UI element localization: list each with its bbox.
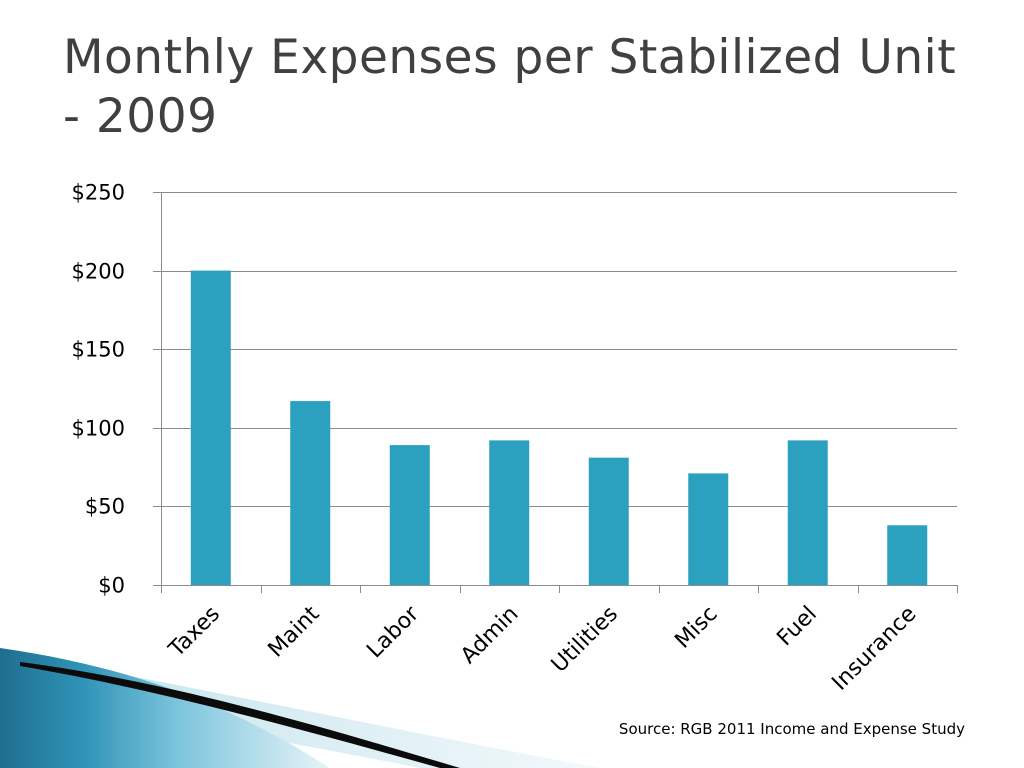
- x-tick-label: Fuel: [772, 602, 822, 652]
- swoosh-dark-stroke: [20, 662, 460, 768]
- bars: [190, 270, 928, 585]
- slide-title: Monthly Expenses per Stabilized Unit - 2…: [63, 30, 957, 144]
- gridlines: [153, 192, 957, 507]
- bar: [887, 525, 928, 585]
- bar: [389, 445, 430, 585]
- y-tick-label: $0: [98, 574, 125, 598]
- y-tick-label: $150: [72, 338, 125, 362]
- bar: [489, 440, 530, 585]
- bar: [190, 270, 231, 585]
- bar: [290, 401, 331, 585]
- x-tick-label: Insurance: [827, 602, 921, 696]
- source-note: Source: RGB 2011 Income and Expense Stud…: [618, 720, 965, 738]
- bar: [688, 473, 729, 585]
- y-tick-label: $250: [72, 181, 125, 205]
- y-tick-label: $100: [72, 417, 125, 441]
- axes: [153, 192, 958, 593]
- bar: [588, 457, 629, 585]
- y-tick-labels: $0 $50 $100 $150 $200 $250: [72, 181, 125, 598]
- bar: [787, 440, 828, 585]
- bar-chart: $0$50$100$150$200$250 Taxes Maint Labor Adm…: [72, 181, 958, 696]
- x-tick-label: Misc: [670, 602, 722, 654]
- decorative-swoosh: [0, 648, 600, 768]
- y-tick-label: $50: [85, 495, 125, 519]
- y-tick-label: $200: [72, 260, 125, 284]
- swoosh-blue-band: [0, 648, 330, 768]
